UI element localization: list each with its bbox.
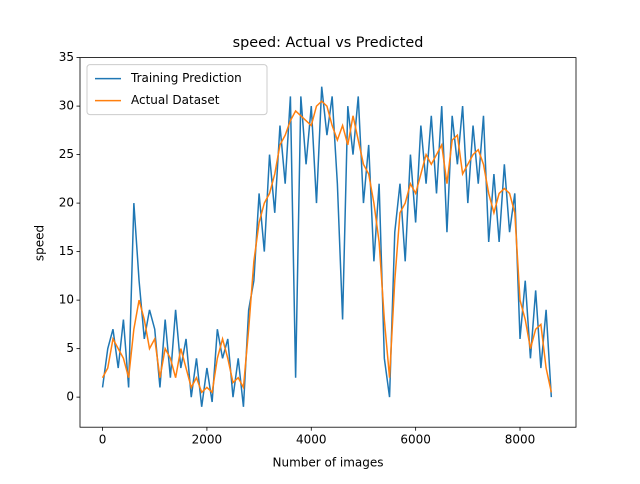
x-axis-label: Number of images bbox=[272, 456, 383, 470]
series-line bbox=[101, 86, 553, 407]
y-tick-label: 10 bbox=[59, 293, 74, 307]
y-tick-label: 35 bbox=[59, 50, 74, 64]
legend-box bbox=[86, 64, 268, 116]
x-tick-label: 8000 bbox=[505, 433, 536, 447]
y-axis-label: speed bbox=[33, 225, 47, 261]
y-tick-label: 30 bbox=[59, 99, 74, 113]
y-tick-label: 15 bbox=[59, 244, 74, 258]
y-tick-label: 25 bbox=[59, 147, 74, 161]
x-tick-label: 2000 bbox=[192, 433, 223, 447]
x-tick-label: 4000 bbox=[296, 433, 327, 447]
x-tick-label: 6000 bbox=[400, 433, 431, 447]
x-tick-label: 0 bbox=[99, 433, 107, 447]
series-line bbox=[101, 100, 553, 394]
y-tick-label: 20 bbox=[59, 196, 74, 210]
legend-label: Training Prediction bbox=[130, 71, 242, 85]
plot-frame bbox=[79, 57, 577, 428]
chart-title: speed: Actual vs Predicted bbox=[233, 35, 424, 51]
y-tick-label: 0 bbox=[66, 390, 74, 404]
legend-label: Actual Dataset bbox=[131, 93, 220, 107]
y-tick-label: 5 bbox=[66, 341, 74, 355]
